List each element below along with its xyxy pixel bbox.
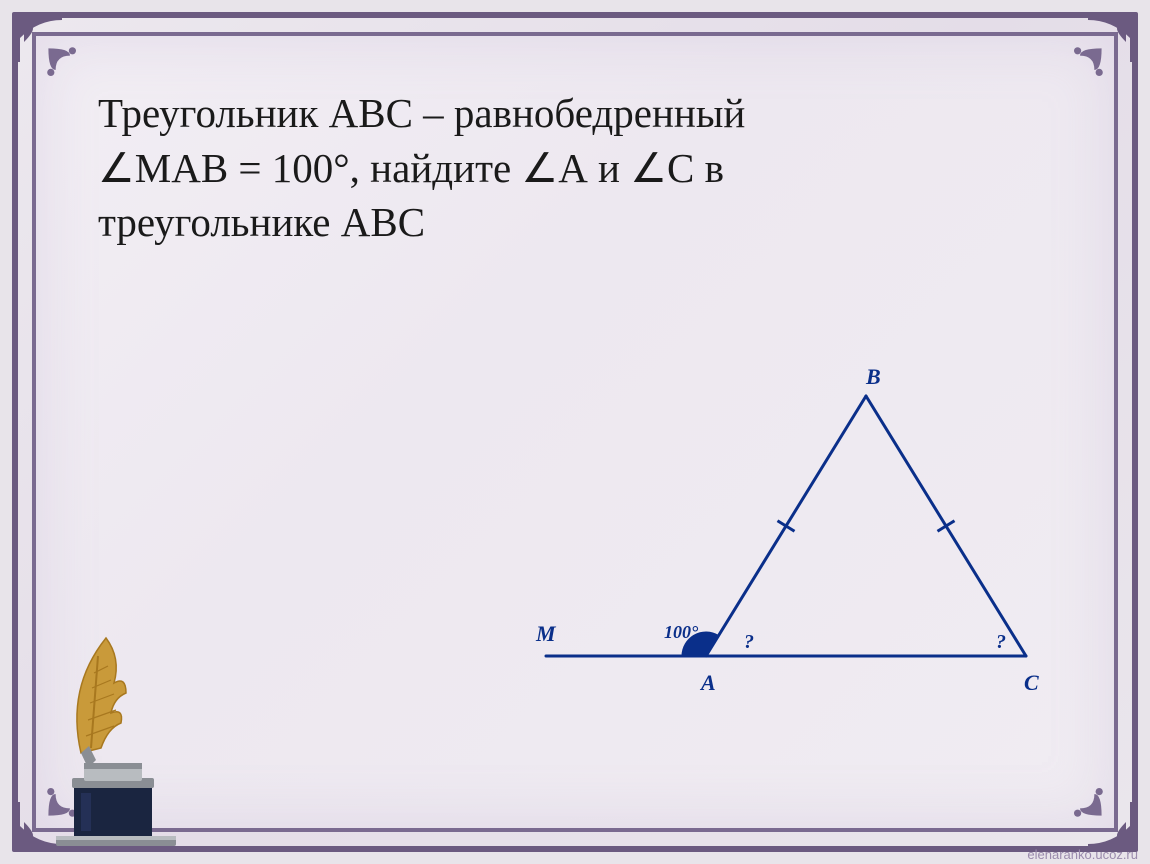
corner-ornament-icon xyxy=(46,46,94,94)
svg-text:100°: 100° xyxy=(664,622,699,642)
svg-text:A: A xyxy=(699,670,716,695)
inkwell-quill-icon xyxy=(26,628,216,848)
problem-line-2: ∠MAB = 100°, найдите ∠А и ∠С в xyxy=(98,141,1074,196)
problem-line-1: Треугольник АВС – равнобедренный xyxy=(98,86,1074,141)
svg-text:?: ? xyxy=(996,631,1006,653)
svg-text:C: C xyxy=(1024,670,1039,695)
corner-ornament-icon xyxy=(1056,770,1104,818)
svg-text:?: ? xyxy=(744,631,754,653)
problem-line-3: треугольнике АВС xyxy=(98,195,1074,250)
triangle-diagram: 100°?? M A B C xyxy=(516,366,1076,716)
svg-text:M: M xyxy=(535,621,557,646)
svg-text:B: B xyxy=(865,366,881,389)
outer-frame: Треугольник АВС – равнобедренный ∠MAB = … xyxy=(12,12,1138,852)
problem-statement: Треугольник АВС – равнобедренный ∠MAB = … xyxy=(98,86,1074,250)
inner-frame: Треугольник АВС – равнобедренный ∠MAB = … xyxy=(32,32,1118,832)
credit-text: elenaranko.ucoz.ru xyxy=(1027,847,1138,862)
